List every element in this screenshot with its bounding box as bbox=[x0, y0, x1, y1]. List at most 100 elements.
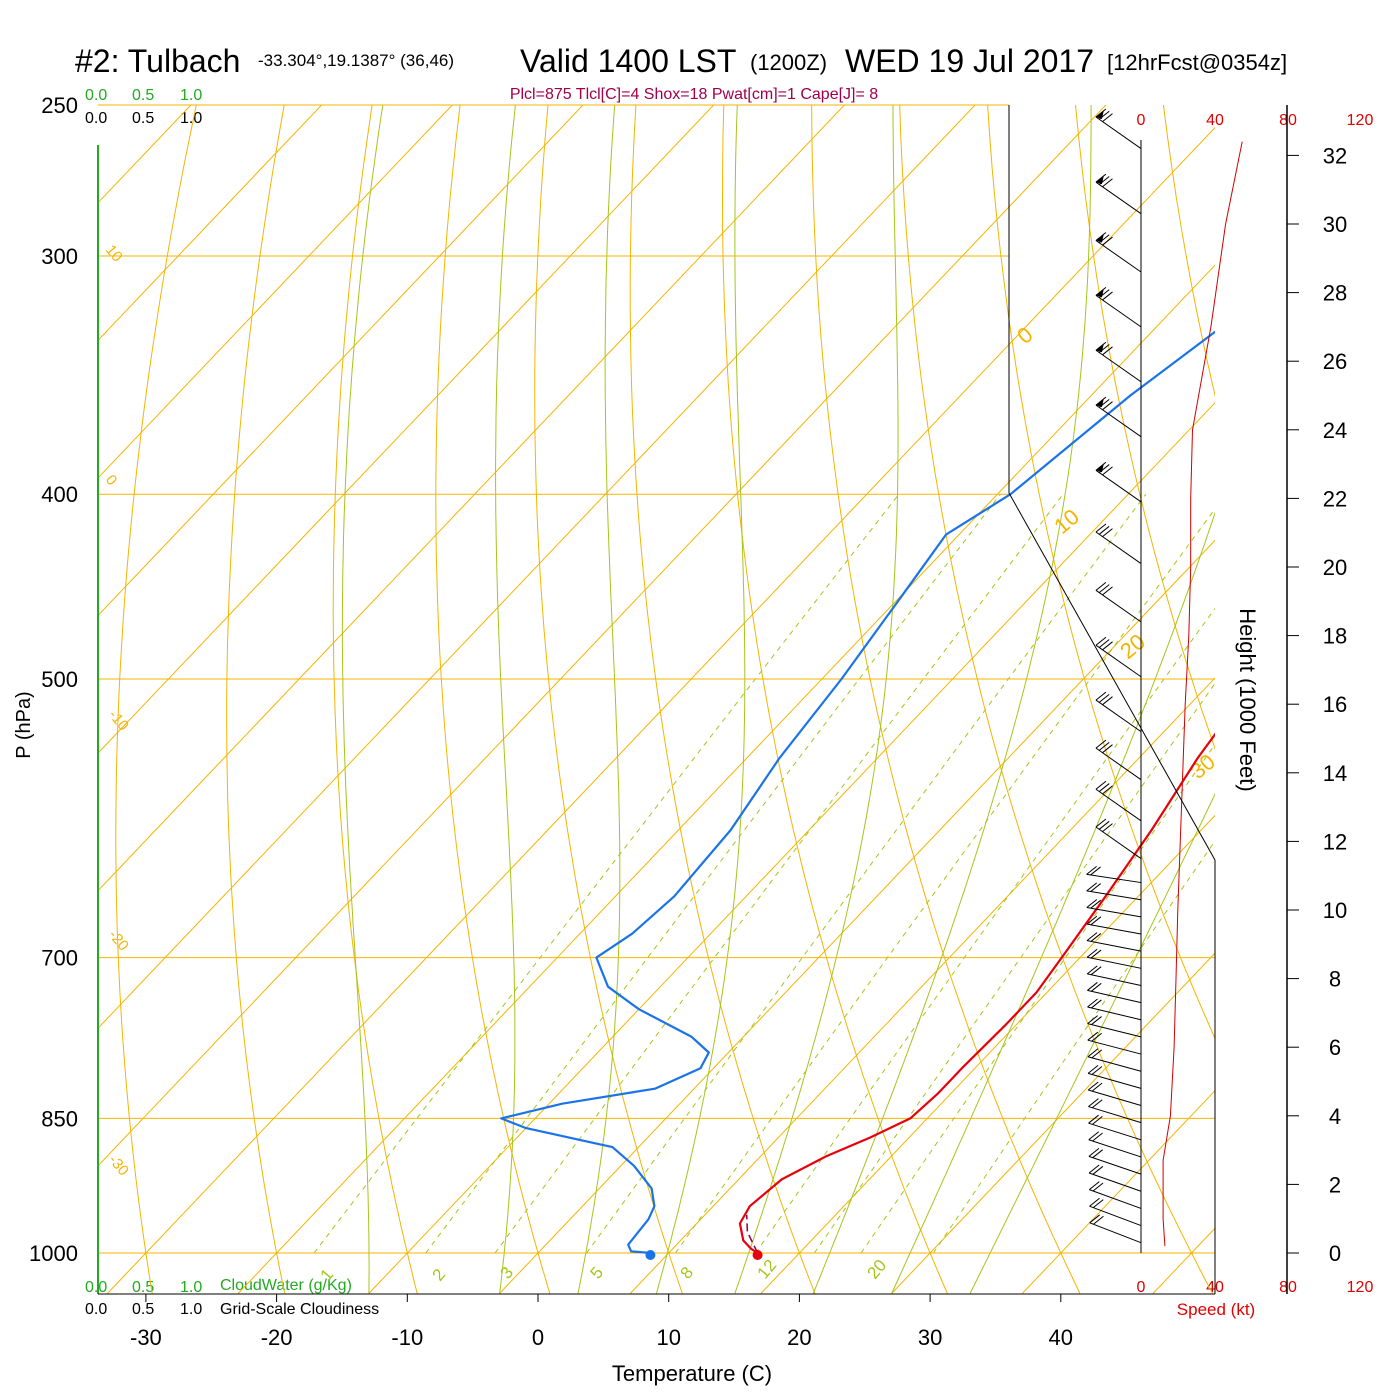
wind-barb-flag bbox=[1091, 1016, 1102, 1025]
cloudwater-tick: 0.5 bbox=[132, 1279, 154, 1296]
wind-barb-staff bbox=[1095, 531, 1142, 564]
isotherm-line bbox=[98, 105, 323, 342]
valid-time: Valid 1400 LST bbox=[520, 43, 736, 79]
wind-barb-flag bbox=[1087, 998, 1098, 1008]
wind-barb bbox=[1087, 1048, 1142, 1072]
cloudiness-tick: 1.0 bbox=[180, 1301, 202, 1318]
wind-barb-flag bbox=[1088, 1131, 1100, 1141]
wind-barb-flag bbox=[1093, 1215, 1104, 1225]
speed-axis-label: Speed (kt) bbox=[1177, 1300, 1255, 1319]
wind-barb-flag bbox=[1090, 916, 1102, 926]
wind-barb-flag bbox=[1092, 1132, 1103, 1142]
wind-barb-staff bbox=[1088, 1139, 1142, 1158]
isotherm-line bbox=[98, 105, 584, 617]
height-axis-title: Height (1000 Feet) bbox=[1235, 608, 1260, 791]
wind-barb-flag bbox=[1091, 1066, 1103, 1075]
wind-speed-profile bbox=[1162, 141, 1243, 1247]
mixing-ratio-line bbox=[813, 682, 1215, 1254]
surface-dew-marker bbox=[645, 1250, 656, 1260]
x-tick-label: -30 bbox=[130, 1325, 162, 1350]
mixing-ratio-line bbox=[860, 743, 1215, 1254]
wind-barb-flag bbox=[1089, 1214, 1101, 1224]
y-axis-title: P (hPa) bbox=[13, 691, 35, 758]
height-tick-label: 6 bbox=[1329, 1035, 1341, 1060]
wind-barb-staff bbox=[1088, 1089, 1142, 1106]
height-tick-label: 10 bbox=[1323, 898, 1347, 923]
mixing-ratio-label: 5 bbox=[587, 1263, 608, 1282]
wind-barb bbox=[1086, 899, 1142, 918]
cloudwater-label: CloudWater (g/Kg) bbox=[220, 1277, 352, 1294]
wind-barb-staff bbox=[1087, 989, 1142, 1004]
wind-barb-flag bbox=[1098, 742, 1110, 751]
wind-barb bbox=[1086, 865, 1142, 884]
wind-barb bbox=[1087, 998, 1142, 1021]
speed-tick: 120 bbox=[1347, 1279, 1374, 1296]
plot-diagonal-edge bbox=[1008, 492, 1216, 861]
height-tick-label: 18 bbox=[1323, 624, 1347, 649]
wind-barb-staff bbox=[1086, 940, 1142, 952]
wind-barb bbox=[1095, 739, 1142, 781]
wind-barb bbox=[1086, 882, 1142, 901]
pressure-tick-label: 300 bbox=[41, 244, 78, 269]
wind-barb-pennant bbox=[1095, 463, 1104, 473]
wind-barb bbox=[1095, 108, 1142, 149]
wind-barb-flag bbox=[1091, 1082, 1103, 1092]
height-tick-label: 24 bbox=[1323, 418, 1347, 443]
cloudiness-top-ticks: 0.0 0.5 1.0 bbox=[85, 110, 202, 127]
height-tick-label: 12 bbox=[1323, 829, 1347, 854]
wind-barb-staff bbox=[1095, 294, 1142, 328]
wind-barb bbox=[1095, 232, 1142, 273]
mixing-ratio-line bbox=[313, 493, 900, 1254]
wind-barb-flag bbox=[1090, 899, 1102, 909]
wind-barb-flag bbox=[1095, 780, 1107, 790]
height-tick-label: 22 bbox=[1323, 486, 1347, 511]
x-tick-label: 40 bbox=[1049, 1325, 1073, 1350]
wind-barb bbox=[1086, 948, 1142, 969]
cloudwater-bottom-ticks: 0.0 0.5 1.0 CloudWater (g/Kg) bbox=[85, 1277, 352, 1296]
wind-barb-staff bbox=[1089, 1205, 1142, 1227]
wind-barb-flag bbox=[1102, 744, 1113, 754]
height-tick-label: 32 bbox=[1323, 143, 1347, 168]
wind-barb-flag bbox=[1095, 739, 1107, 749]
wind-barb bbox=[1089, 1197, 1142, 1227]
wind-barb bbox=[1086, 932, 1142, 952]
wind-barb-flag bbox=[1086, 882, 1098, 892]
wind-barb-staff bbox=[1095, 589, 1142, 623]
station-title: #2: Tulbach bbox=[75, 43, 240, 79]
cloudiness-tick: 0.0 bbox=[85, 110, 107, 127]
wind-barb-flag bbox=[1092, 1182, 1104, 1192]
wind-barb-flag bbox=[1091, 1032, 1102, 1042]
x-tick-label: 30 bbox=[918, 1325, 942, 1350]
wind-barb-flag bbox=[1086, 965, 1098, 975]
forecast-run: [12hrFcst@0354z] bbox=[1107, 50, 1287, 75]
speed-tick: 80 bbox=[1279, 112, 1297, 129]
wind-barb-staff bbox=[1088, 1172, 1142, 1192]
wind-barb-flag bbox=[1086, 865, 1097, 875]
isotherm-label: 10 bbox=[1049, 504, 1084, 539]
dry-adiabat bbox=[721, 105, 948, 1294]
wind-barb-flag bbox=[1087, 1064, 1099, 1074]
x-tick-label: 20 bbox=[787, 1325, 811, 1350]
height-tick-label: 14 bbox=[1323, 761, 1347, 786]
wind-barb-staff bbox=[1095, 788, 1142, 822]
isotherm-line bbox=[237, 264, 1215, 1294]
dry-adiabat bbox=[1074, 105, 1215, 750]
wind-barb-flag bbox=[1102, 466, 1113, 476]
wind-barb-flag bbox=[1098, 525, 1110, 535]
dry-adiabat bbox=[629, 105, 816, 1294]
cloudiness-tick: 0.0 bbox=[85, 1301, 107, 1318]
height-tick-label: 30 bbox=[1323, 212, 1347, 237]
wind-barb-flag bbox=[1090, 883, 1101, 892]
wind-barb-flag bbox=[1092, 1199, 1104, 1209]
moist-adiabat bbox=[891, 511, 1215, 1294]
speed-tick: 120 bbox=[1347, 112, 1374, 129]
speed-tick: 40 bbox=[1206, 112, 1224, 129]
height-tick-label: 16 bbox=[1323, 692, 1347, 717]
wind-barb-staff bbox=[1087, 1056, 1142, 1072]
pressure-tick-label: 850 bbox=[41, 1106, 78, 1131]
wind-barb-flag bbox=[1092, 1165, 1104, 1175]
moist-adiabat bbox=[969, 793, 1215, 1294]
wind-barb-staff bbox=[1087, 956, 1142, 969]
x-tick-label: -20 bbox=[261, 1325, 293, 1350]
